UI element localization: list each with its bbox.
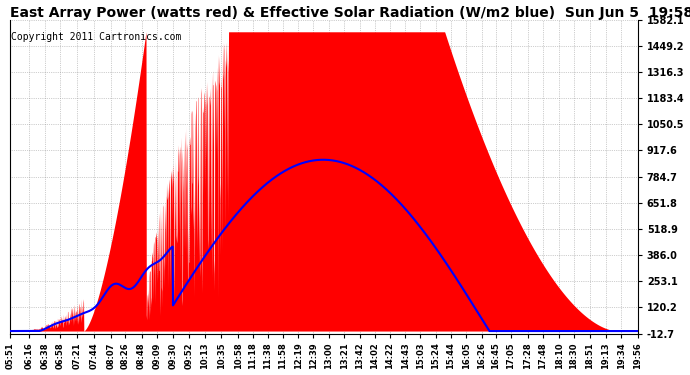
Text: East Array Power (watts red) & Effective Solar Radiation (W/m2 blue)  Sun Jun 5 : East Array Power (watts red) & Effective… — [10, 6, 690, 20]
Text: Copyright 2011 Cartronics.com: Copyright 2011 Cartronics.com — [10, 32, 181, 42]
